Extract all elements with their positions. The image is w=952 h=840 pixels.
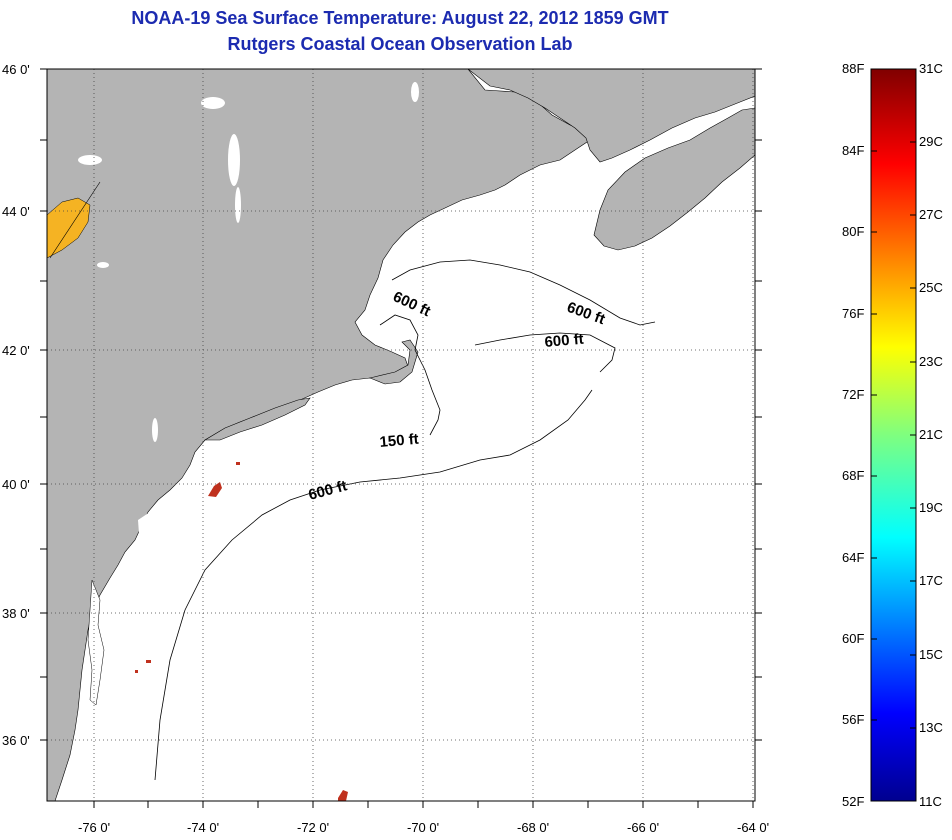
canada-mainland xyxy=(467,69,755,163)
cb-f-label: 80F xyxy=(842,224,865,239)
contour-label-3: 600 ft xyxy=(544,331,585,351)
long-island xyxy=(203,397,311,441)
cb-c-label: 11C xyxy=(919,794,942,809)
warm-spots xyxy=(135,462,348,801)
lat-label: 40 0' xyxy=(2,477,30,492)
cb-c-label: 29C xyxy=(919,134,943,149)
cb-f-label: 56F xyxy=(842,712,865,727)
lon-label: -66 0' xyxy=(627,820,659,835)
cb-c-label: 21C xyxy=(919,427,943,442)
cb-c-label: 23C xyxy=(919,354,943,369)
lon-label: -72 0' xyxy=(297,820,329,835)
lat-label: 36 0' xyxy=(2,733,30,748)
lon-label: -70 0' xyxy=(407,820,439,835)
land-layer xyxy=(47,69,755,801)
chesapeake-bay xyxy=(87,579,105,706)
cb-c-label: 25C xyxy=(919,280,943,295)
map-subtitle: Rutgers Coastal Ocean Observation Lab xyxy=(227,34,573,54)
lon-label: -76 0' xyxy=(78,820,110,835)
longitude-labels: -76 0' -74 0' -72 0' -70 0' -68 0' -66 0… xyxy=(78,820,769,835)
cb-c-label: 13C xyxy=(919,720,943,735)
cb-c-label: 27C xyxy=(919,207,943,222)
axis-ticks xyxy=(40,68,762,808)
map-title: NOAA-19 Sea Surface Temperature: August … xyxy=(131,8,669,28)
cb-f-label: 84F xyxy=(842,143,865,158)
cape-cod xyxy=(369,339,419,385)
latitude-labels: 46 0' 44 0' 42 0' 40 0' 38 0' 36 0' xyxy=(2,62,30,748)
cb-f-label: 60F xyxy=(842,631,865,646)
delmarva-coast xyxy=(88,548,172,801)
lat-label: 46 0' xyxy=(2,62,30,77)
nova-scotia xyxy=(593,107,755,251)
cb-f-label: 64F xyxy=(842,550,865,565)
lon-label: -68 0' xyxy=(517,820,549,835)
cb-f-label: 52F xyxy=(842,794,865,809)
map-frame xyxy=(46,68,756,802)
cb-c-label: 19C xyxy=(919,500,943,515)
lon-label: -74 0' xyxy=(187,820,219,835)
lakes xyxy=(78,82,419,442)
contour-600ft-gulf xyxy=(391,259,656,326)
bathymetry-contours xyxy=(154,259,656,781)
cb-f-label: 72F xyxy=(842,387,865,402)
lat-label: 44 0' xyxy=(2,204,30,219)
lat-label: 42 0' xyxy=(2,343,30,358)
delaware-bay xyxy=(138,512,158,548)
contour-600ft-outer xyxy=(154,389,593,781)
colorbar xyxy=(870,68,917,802)
cb-f-label: 76F xyxy=(842,306,865,321)
lon-label: -64 0' xyxy=(737,820,769,835)
cb-f-label: 68F xyxy=(842,468,865,483)
cb-c-label: 31C xyxy=(919,61,943,76)
lat-label: 38 0' xyxy=(2,606,30,621)
contour-150ft xyxy=(379,314,441,436)
colorbar-ticks xyxy=(871,141,916,729)
cb-c-label: 17C xyxy=(919,573,943,588)
cb-c-label: 15C xyxy=(919,647,943,662)
cb-f-label: 88F xyxy=(842,61,865,76)
contour-label-4: 150 ft xyxy=(379,431,420,451)
contour-600ft-georges xyxy=(474,332,616,373)
